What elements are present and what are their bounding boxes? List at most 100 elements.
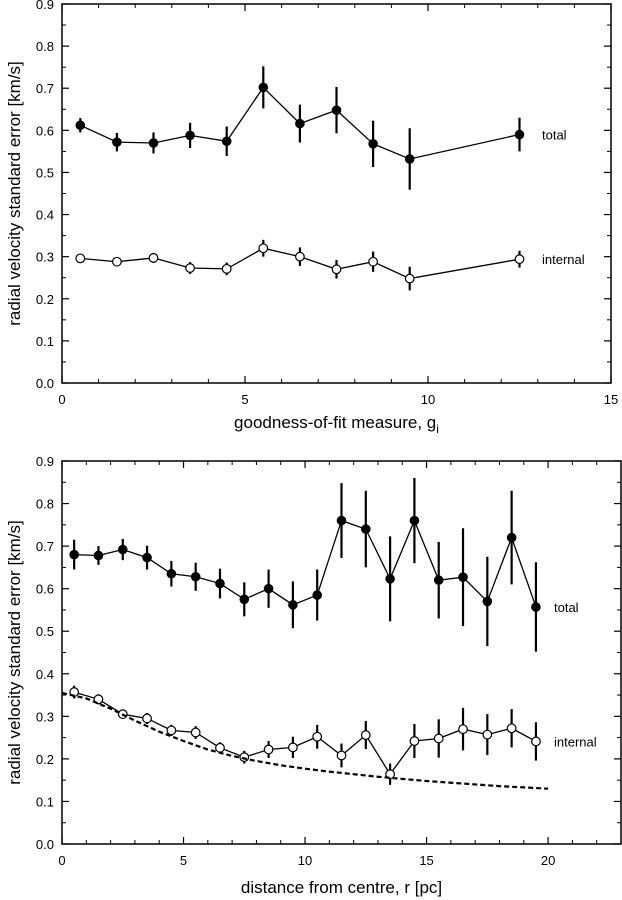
data-point-open bbox=[258, 243, 269, 254]
y-axis-label: radial velocity standard error [km/s] bbox=[5, 520, 24, 785]
data-point-filled bbox=[190, 571, 201, 582]
data-point-filled bbox=[185, 130, 195, 141]
data-point-open bbox=[360, 730, 371, 740]
y-tick-label: 0.7 bbox=[36, 81, 54, 96]
x-tick-label: 15 bbox=[419, 853, 433, 868]
data-point-filled bbox=[385, 574, 395, 584]
data-point-filled bbox=[458, 572, 468, 582]
data-point-filled bbox=[221, 136, 232, 147]
y-tick-label: 0.8 bbox=[36, 39, 54, 54]
data-point-open bbox=[221, 263, 232, 274]
y-tick-label: 0.6 bbox=[36, 582, 54, 597]
y-tick-label: 0.3 bbox=[36, 709, 54, 724]
x-axis-label: goodness-of-fit measure, gi bbox=[234, 413, 439, 436]
x-tick-label: 10 bbox=[298, 853, 312, 868]
y-tick-label: 0.5 bbox=[36, 624, 54, 639]
data-point-filled bbox=[142, 552, 152, 563]
data-point-filled bbox=[166, 568, 177, 579]
data-point-filled bbox=[112, 137, 122, 147]
data-point-filled bbox=[409, 515, 420, 526]
x-tick-label: 10 bbox=[421, 392, 435, 407]
data-point-open bbox=[190, 727, 201, 738]
data-point-filled bbox=[295, 118, 305, 129]
series-internal: internal bbox=[69, 685, 597, 785]
x-tick-label: 5 bbox=[241, 392, 248, 407]
x-tick-label: 15 bbox=[604, 392, 618, 407]
data-point-open bbox=[295, 251, 305, 262]
data-point-open bbox=[506, 723, 517, 734]
data-point-filled bbox=[482, 596, 493, 607]
data-point-filled bbox=[514, 129, 525, 140]
series-model-curve bbox=[61, 691, 549, 790]
data-point-filled bbox=[288, 600, 298, 610]
y-tick-label: 0.5 bbox=[36, 165, 54, 180]
x-tick-label: 0 bbox=[58, 392, 65, 407]
data-point-open bbox=[482, 729, 493, 740]
y-tick-label: 0.2 bbox=[36, 292, 54, 307]
data-point-open bbox=[433, 733, 444, 744]
series-total: total bbox=[75, 66, 567, 190]
y-axis-label: radial velocity standard error [km/s] bbox=[5, 61, 24, 326]
x-axis-label: distance from centre, r [pc] bbox=[241, 878, 442, 897]
data-point-open bbox=[531, 736, 541, 747]
data-point-open bbox=[404, 273, 415, 284]
data-point-open bbox=[385, 769, 396, 780]
data-point-open bbox=[263, 744, 274, 755]
series-label-internal: internal bbox=[554, 734, 597, 749]
y-tick-label: 0.4 bbox=[36, 667, 54, 682]
data-point-open bbox=[185, 263, 196, 273]
series-internal: internal bbox=[75, 239, 585, 291]
plot-panel-1: 0 5 10 15 0.0 0.1 0.2 0.3 0.4 0.5 0.6 0.7 0.8 0.9 good… bbox=[5, 0, 618, 436]
y-tick-label: 0.3 bbox=[36, 250, 54, 265]
y-tick-label: 0.4 bbox=[36, 208, 54, 223]
data-point-filled bbox=[69, 549, 79, 560]
y-tick-label: 0.9 bbox=[36, 0, 54, 12]
series-line bbox=[74, 518, 537, 608]
data-point-filled bbox=[336, 515, 347, 526]
series-total: total bbox=[69, 478, 579, 652]
data-point-open bbox=[148, 253, 159, 263]
data-point-filled bbox=[75, 120, 86, 131]
data-point-open bbox=[215, 742, 225, 753]
data-point-filled bbox=[258, 82, 269, 93]
y-tick-label: 0.6 bbox=[36, 123, 54, 138]
data-point-filled bbox=[531, 602, 541, 612]
data-point-filled bbox=[215, 578, 225, 589]
plot-panel-2: 0 5 10 15 20 0.0 0.1 0.2 0.3 0.4 0.5 0.6 0.7 0.8 0.9 di… bbox=[5, 454, 622, 897]
data-point-open bbox=[287, 742, 298, 753]
y-tick-label: 0.9 bbox=[36, 454, 54, 469]
data-point-open bbox=[368, 256, 379, 267]
data-point-open bbox=[312, 731, 323, 742]
data-point-filled bbox=[263, 583, 274, 594]
data-point-open bbox=[331, 264, 342, 275]
series-label-total: total bbox=[542, 128, 567, 143]
y-tick-label: 0.1 bbox=[36, 334, 54, 349]
y-tick-label: 0.1 bbox=[36, 794, 54, 809]
data-point-filled bbox=[368, 139, 378, 149]
x-tick-label: 20 bbox=[541, 853, 555, 868]
x-tick-label: 5 bbox=[180, 853, 187, 868]
data-point-filled bbox=[239, 594, 250, 605]
x-axis-label-subscript: i bbox=[436, 422, 439, 436]
data-point-filled bbox=[361, 524, 371, 534]
y-tick-label: 0.0 bbox=[36, 837, 54, 852]
data-point-filled bbox=[433, 575, 444, 585]
data-point-filled bbox=[93, 550, 104, 561]
data-point-open bbox=[239, 752, 250, 763]
data-point-open bbox=[111, 256, 122, 267]
series-line bbox=[73, 691, 537, 776]
data-point-filled bbox=[148, 138, 159, 148]
dashed-model-curve bbox=[61, 691, 549, 790]
data-point-open bbox=[142, 713, 152, 724]
data-point-open bbox=[93, 694, 104, 705]
y-tick-label: 0.8 bbox=[36, 497, 54, 512]
data-point-filled bbox=[506, 532, 517, 543]
data-point-filled bbox=[404, 154, 415, 164]
data-point-open bbox=[75, 253, 86, 264]
series-label-internal: internal bbox=[542, 252, 585, 267]
data-point-filled bbox=[331, 105, 342, 115]
data-point-filled bbox=[312, 590, 322, 600]
data-point-open bbox=[458, 724, 468, 734]
data-point-open bbox=[514, 254, 525, 265]
